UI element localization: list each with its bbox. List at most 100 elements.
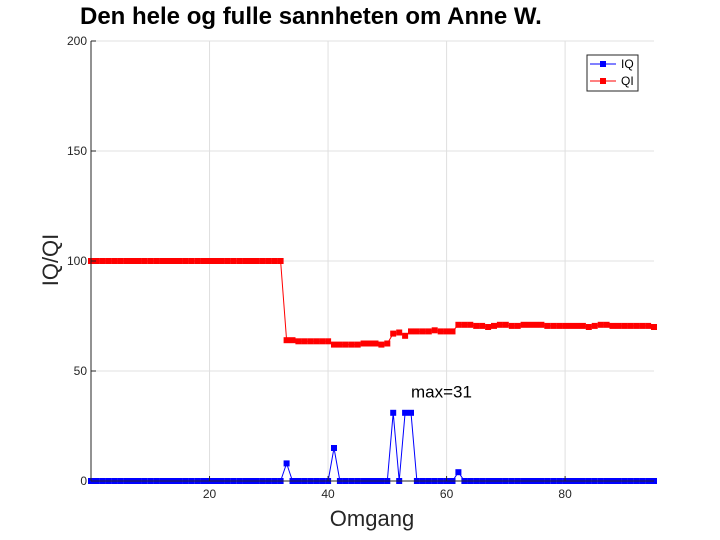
data-point-iq bbox=[331, 445, 337, 451]
data-point-qi bbox=[372, 340, 379, 347]
data-point-qi bbox=[402, 332, 409, 339]
data-point-qi bbox=[455, 321, 462, 328]
data-point-qi bbox=[135, 258, 142, 264]
legend-label-iq: IQ bbox=[621, 57, 634, 71]
data-point-qi bbox=[171, 258, 177, 264]
x-tick-label: 20 bbox=[203, 487, 217, 501]
data-point-qi bbox=[295, 338, 302, 345]
data-point-qi bbox=[502, 321, 509, 328]
legend-label-qi: QI bbox=[621, 74, 634, 88]
data-point-qi bbox=[283, 337, 290, 344]
data-point-qi bbox=[188, 258, 195, 264]
data-point-qi bbox=[277, 258, 284, 264]
data-point-qi bbox=[514, 322, 521, 329]
data-point-qi bbox=[579, 322, 586, 329]
data-point-qi bbox=[325, 338, 332, 345]
data-point-qi bbox=[206, 258, 213, 264]
data-point-qi bbox=[491, 322, 497, 329]
data-point-qi bbox=[479, 322, 486, 329]
data-point-qi bbox=[645, 322, 652, 329]
data-point-qi bbox=[550, 322, 557, 329]
data-point-qi bbox=[165, 258, 171, 264]
data-point-qi bbox=[93, 258, 100, 264]
data-point-qi bbox=[437, 328, 444, 335]
y-tick-label: 0 bbox=[80, 474, 87, 488]
data-point-qi bbox=[627, 322, 634, 329]
data-point-qi bbox=[425, 328, 432, 335]
data-point-qi bbox=[520, 321, 527, 328]
data-point-qi bbox=[568, 322, 574, 329]
series-qi bbox=[88, 258, 657, 348]
y-tick-label: 200 bbox=[67, 34, 87, 48]
data-point-iq bbox=[283, 460, 290, 467]
data-point-qi bbox=[99, 258, 106, 264]
data-point-qi bbox=[378, 341, 385, 348]
data-point-qi bbox=[123, 258, 130, 264]
data-point-qi bbox=[473, 322, 480, 329]
data-point-iq bbox=[455, 469, 462, 476]
data-point-qi bbox=[384, 340, 391, 347]
y-axis-label: IQ/QI bbox=[38, 234, 63, 287]
y-tick-label: 150 bbox=[67, 144, 87, 158]
data-point-qi bbox=[301, 338, 308, 345]
data-point-qi bbox=[129, 258, 136, 264]
data-point-qi bbox=[585, 324, 592, 330]
data-point-qi bbox=[253, 258, 260, 264]
grid bbox=[91, 40, 654, 482]
data-point-qi bbox=[431, 327, 438, 334]
data-point-qi bbox=[200, 258, 207, 264]
data-point-qi bbox=[508, 322, 515, 329]
data-point-qi bbox=[633, 322, 640, 329]
data-point-qi bbox=[354, 341, 361, 348]
x-tick-label: 40 bbox=[321, 487, 335, 501]
data-point-qi bbox=[336, 341, 343, 348]
data-point-qi bbox=[248, 258, 254, 264]
data-point-qi bbox=[153, 258, 160, 264]
data-point-qi bbox=[396, 329, 403, 336]
data-point-iq bbox=[402, 409, 409, 416]
data-point-qi bbox=[159, 258, 166, 264]
y-tick-label: 100 bbox=[67, 254, 87, 268]
data-point-qi bbox=[603, 321, 610, 328]
x-axis-label: Omgang bbox=[330, 506, 414, 531]
data-point-qi bbox=[182, 258, 189, 264]
data-point-qi bbox=[265, 258, 272, 264]
data-point-qi bbox=[271, 258, 278, 264]
data-point-qi bbox=[485, 324, 492, 330]
data-point-qi bbox=[212, 258, 219, 264]
data-point-qi bbox=[651, 324, 657, 330]
x-tick-label: 60 bbox=[440, 487, 454, 501]
data-point-qi bbox=[366, 340, 373, 347]
data-point-qi bbox=[224, 258, 231, 264]
data-point-qi bbox=[259, 258, 266, 264]
data-point-qi bbox=[413, 328, 420, 335]
data-point-qi bbox=[639, 322, 646, 329]
data-point-qi bbox=[574, 322, 580, 329]
data-point-iq bbox=[390, 409, 397, 416]
data-point-qi bbox=[538, 321, 545, 328]
data-point-qi bbox=[526, 321, 533, 328]
data-point-qi bbox=[615, 322, 622, 329]
data-point-qi bbox=[597, 321, 604, 328]
data-point-qi bbox=[194, 258, 201, 264]
chart-title: Den hele og fulle sannheten om Anne W. bbox=[80, 3, 542, 30]
data-point-qi bbox=[562, 322, 569, 329]
data-point-qi bbox=[289, 337, 296, 344]
data-point-qi bbox=[319, 338, 326, 345]
data-point-qi bbox=[419, 328, 426, 335]
data-point-iq bbox=[408, 409, 414, 416]
data-point-qi bbox=[496, 321, 503, 328]
data-point-qi bbox=[621, 322, 628, 329]
data-point-qi bbox=[331, 341, 337, 348]
data-point-qi bbox=[532, 321, 539, 328]
data-point-qi bbox=[141, 258, 148, 264]
x-tick-label: 80 bbox=[558, 487, 572, 501]
data-point-qi bbox=[111, 258, 118, 264]
data-point-qi bbox=[313, 338, 320, 345]
data-point-qi bbox=[591, 322, 598, 329]
y-tick-label: 50 bbox=[74, 364, 88, 378]
legend-marker-qi bbox=[600, 78, 606, 84]
data-point-qi bbox=[360, 340, 367, 347]
data-point-qi bbox=[461, 321, 468, 328]
